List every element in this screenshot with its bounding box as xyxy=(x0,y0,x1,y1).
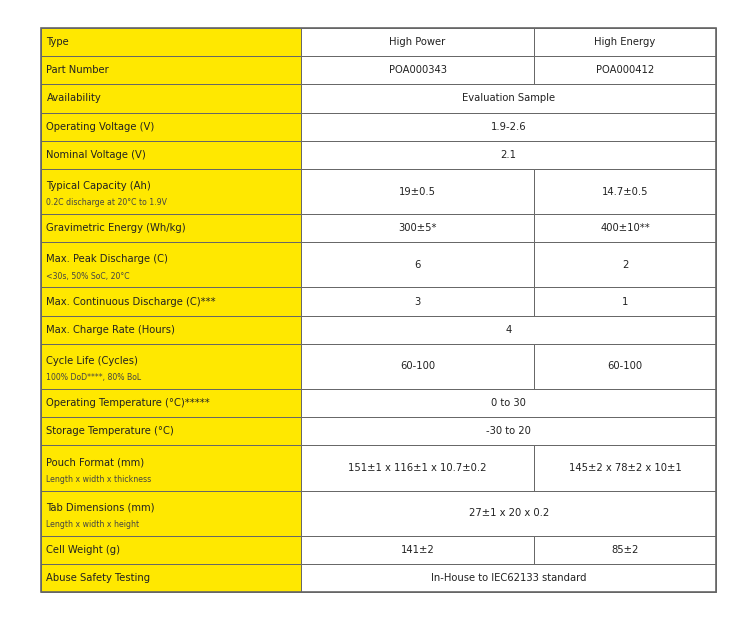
Text: POA000412: POA000412 xyxy=(596,65,654,75)
Text: In-House to IEC62133 standard: In-House to IEC62133 standard xyxy=(431,573,586,583)
Text: POA000343: POA000343 xyxy=(388,65,446,75)
Bar xyxy=(41,113,301,141)
Text: 3: 3 xyxy=(415,296,421,306)
Text: Cell Weight (g): Cell Weight (g) xyxy=(46,545,121,555)
Text: 141±2: 141±2 xyxy=(400,545,434,555)
Text: 60-100: 60-100 xyxy=(400,361,435,371)
Text: 27±1 x 20 x 0.2: 27±1 x 20 x 0.2 xyxy=(469,508,549,518)
Bar xyxy=(301,344,534,389)
Text: Availability: Availability xyxy=(46,94,101,104)
Text: Operating Temperature (°C)*****: Operating Temperature (°C)***** xyxy=(46,398,210,408)
Text: 145±2 x 78±2 x 10±1: 145±2 x 78±2 x 10±1 xyxy=(568,463,682,473)
Text: 1.9-2.6: 1.9-2.6 xyxy=(490,122,526,131)
Bar xyxy=(301,141,716,169)
Text: Operating Voltage (V): Operating Voltage (V) xyxy=(46,122,154,131)
Bar xyxy=(41,56,301,84)
Bar xyxy=(301,417,716,445)
Bar xyxy=(534,214,716,242)
Text: 2: 2 xyxy=(622,260,628,270)
Bar xyxy=(41,316,301,344)
Text: 100% DoD****, 80% BoL: 100% DoD****, 80% BoL xyxy=(46,373,142,382)
Bar xyxy=(41,417,301,445)
Text: 1: 1 xyxy=(622,296,628,306)
Bar xyxy=(301,169,534,214)
Text: 60-100: 60-100 xyxy=(608,361,643,371)
Text: Gravimetric Energy (Wh/kg): Gravimetric Energy (Wh/kg) xyxy=(46,223,186,233)
Bar xyxy=(301,242,534,288)
Bar xyxy=(41,536,301,564)
Bar xyxy=(534,28,716,56)
Bar xyxy=(301,84,716,113)
Bar xyxy=(41,288,301,316)
Text: Cycle Life (Cycles): Cycle Life (Cycles) xyxy=(46,355,138,366)
Text: 14.7±0.5: 14.7±0.5 xyxy=(602,187,648,197)
Bar xyxy=(301,445,534,490)
Bar xyxy=(41,490,301,536)
Text: Part Number: Part Number xyxy=(46,65,110,75)
Text: 151±1 x 116±1 x 10.7±0.2: 151±1 x 116±1 x 10.7±0.2 xyxy=(348,463,487,473)
Bar xyxy=(301,288,534,316)
Text: 6: 6 xyxy=(414,260,421,270)
Bar xyxy=(301,389,716,417)
Text: Tab Dimensions (mm): Tab Dimensions (mm) xyxy=(46,502,155,512)
Bar xyxy=(41,389,301,417)
Bar xyxy=(534,56,716,84)
Text: Storage Temperature (°C): Storage Temperature (°C) xyxy=(46,427,174,436)
Text: -30 to 20: -30 to 20 xyxy=(486,427,531,436)
Text: 0.2C discharge at 20°C to 1.9V: 0.2C discharge at 20°C to 1.9V xyxy=(46,198,167,207)
Text: Max. Peak Discharge (C): Max. Peak Discharge (C) xyxy=(46,254,168,264)
Text: Type: Type xyxy=(46,37,69,47)
Bar xyxy=(534,169,716,214)
Bar xyxy=(301,564,716,592)
Bar xyxy=(301,316,716,344)
Bar xyxy=(41,141,301,169)
Bar xyxy=(41,28,301,56)
Text: Typical Capacity (Ah): Typical Capacity (Ah) xyxy=(46,180,152,191)
Bar xyxy=(301,536,534,564)
Bar xyxy=(534,536,716,564)
Bar xyxy=(41,344,301,389)
Text: 2.1: 2.1 xyxy=(501,150,517,160)
Text: Pouch Format (mm): Pouch Format (mm) xyxy=(46,457,145,467)
Bar xyxy=(301,28,534,56)
Text: <30s, 50% SoC, 20°C: <30s, 50% SoC, 20°C xyxy=(46,272,130,281)
Text: 4: 4 xyxy=(506,325,512,335)
Text: 300±5*: 300±5* xyxy=(398,223,436,233)
Text: Max. Charge Rate (Hours): Max. Charge Rate (Hours) xyxy=(46,325,176,335)
Bar xyxy=(301,214,534,242)
Bar xyxy=(301,490,716,536)
Text: 400±10**: 400±10** xyxy=(600,223,650,233)
Bar xyxy=(41,28,716,592)
Bar xyxy=(534,344,716,389)
Text: Max. Continuous Discharge (C)***: Max. Continuous Discharge (C)*** xyxy=(46,296,216,306)
Bar xyxy=(41,169,301,214)
Bar xyxy=(41,242,301,288)
Text: Nominal Voltage (V): Nominal Voltage (V) xyxy=(46,150,146,160)
Bar xyxy=(534,242,716,288)
Text: Length x width x thickness: Length x width x thickness xyxy=(46,475,152,484)
Text: 0 to 30: 0 to 30 xyxy=(491,398,526,408)
Text: High Power: High Power xyxy=(389,37,445,47)
Text: 85±2: 85±2 xyxy=(611,545,639,555)
Text: 19±0.5: 19±0.5 xyxy=(399,187,436,197)
Bar xyxy=(41,564,301,592)
Text: High Energy: High Energy xyxy=(595,37,656,47)
Bar xyxy=(41,214,301,242)
Bar xyxy=(301,113,716,141)
Bar xyxy=(41,84,301,113)
Text: Abuse Safety Testing: Abuse Safety Testing xyxy=(46,573,151,583)
Text: Length x width x height: Length x width x height xyxy=(46,520,140,529)
Bar xyxy=(41,445,301,490)
Bar xyxy=(534,288,716,316)
Bar xyxy=(301,56,534,84)
Text: Evaluation Sample: Evaluation Sample xyxy=(462,94,555,104)
Bar xyxy=(534,445,716,490)
